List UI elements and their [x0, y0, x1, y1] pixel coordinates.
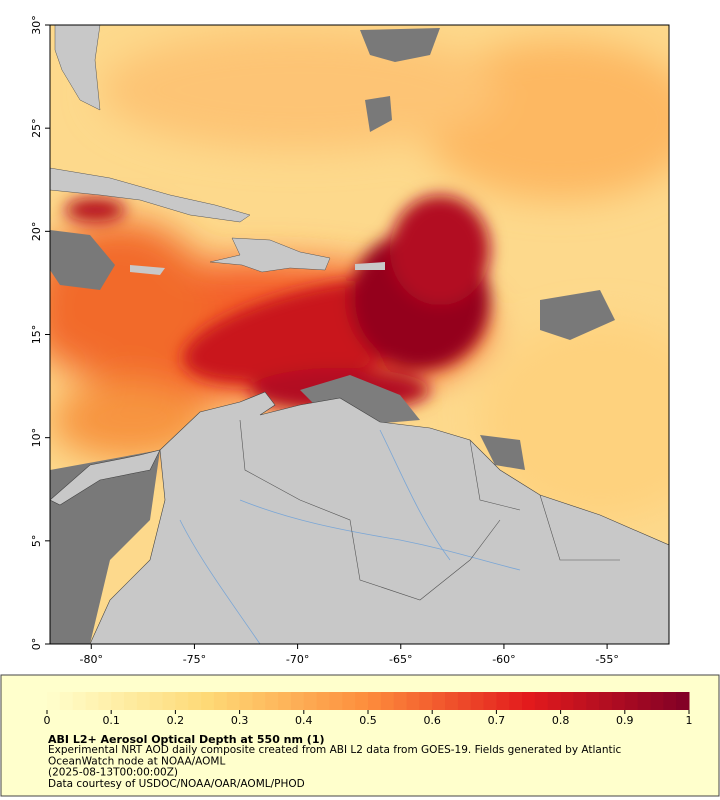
- colorbar-cell: [496, 692, 510, 710]
- x-tick-label: -80°: [80, 653, 103, 666]
- y-tick-label: 30°: [30, 15, 43, 35]
- colorbar-cell: [47, 692, 61, 710]
- y-tick-label: 0°: [30, 638, 43, 651]
- colorbar: 0 0.1 0.2 0.3 0.4 0.5 0.6 0.7 0.8 0.9 1: [44, 692, 693, 727]
- colorbar-cell: [393, 692, 408, 710]
- colorbar-cell: [188, 692, 202, 710]
- colorbar-cell: [124, 692, 138, 710]
- colorbar-cell: [547, 692, 562, 710]
- x-tick-label: -60°: [492, 653, 515, 666]
- caption-line: OceanWatch node at NOAA/AOML: [48, 755, 225, 767]
- colorbar-cell: [252, 692, 266, 710]
- colorbar-cell: [560, 692, 574, 710]
- colorbar-tick-label: 0.6: [423, 714, 441, 727]
- y-tick-label: 20°: [30, 222, 43, 242]
- map-image: [50, 25, 669, 644]
- colorbar-cell: [611, 692, 626, 710]
- colorbar-cell: [162, 692, 176, 710]
- y-tick-label: 25°: [30, 118, 43, 138]
- colorbar-cell: [650, 692, 664, 710]
- colorbar-tick-label: 0.4: [295, 714, 313, 727]
- colorbar-cell: [355, 692, 369, 710]
- colorbar-cell: [599, 692, 613, 710]
- colorbar-cell: [509, 692, 523, 710]
- colorbar-cell: [483, 692, 497, 710]
- colorbar-cell: [329, 692, 343, 710]
- colorbar-tick-label: 1: [686, 714, 693, 727]
- colorbar-cell: [239, 692, 253, 710]
- colorbar-cell: [663, 692, 677, 710]
- y-tick-label: 10°: [30, 428, 43, 448]
- colorbar-cell: [457, 692, 472, 710]
- colorbar-cell: [175, 692, 189, 710]
- x-tick-label: -70°: [286, 653, 309, 666]
- x-tick-label: -55°: [595, 653, 618, 666]
- colorbar-cell: [316, 692, 330, 710]
- colorbar-tick-label: 0.5: [359, 714, 377, 727]
- colorbar-cell: [432, 692, 446, 710]
- caption-line: (2025-08-13T00:00:00Z): [48, 767, 178, 779]
- colorbar-tick-label: 0.2: [167, 714, 185, 727]
- colorbar-cell: [290, 692, 305, 710]
- colorbar-cell: [342, 692, 356, 710]
- colorbar-cell: [303, 692, 318, 710]
- colorbar-cell: [624, 692, 639, 710]
- colorbar-cell: [98, 692, 112, 710]
- colorbar-tick-label: 0.8: [552, 714, 570, 727]
- colorbar-cell: [226, 692, 241, 710]
- colorbar-tick-label: 0.9: [616, 714, 634, 727]
- colorbar-cell: [573, 692, 587, 710]
- x-tick-label: -75°: [183, 653, 206, 666]
- caption-line: Data courtesy of USDOC/NOAA/OAR/AOML/PHO…: [48, 778, 305, 790]
- colorbar-cell: [368, 692, 382, 710]
- colorbar-cell: [136, 692, 151, 710]
- x-tick-label: -65°: [389, 653, 412, 666]
- y-tick-label: 5°: [30, 535, 43, 548]
- colorbar-cell: [85, 692, 99, 710]
- colorbar-cell: [445, 692, 459, 710]
- colorbar-cell: [278, 692, 292, 710]
- colorbar-cell: [534, 692, 549, 710]
- colorbar-tick-label: 0: [44, 714, 51, 727]
- colorbar-cell: [59, 692, 74, 710]
- colorbar-cell: [380, 692, 395, 710]
- colorbar-tick-label: 0.1: [102, 714, 120, 727]
- colorbar-cell: [201, 692, 215, 710]
- caption-line: Experimental NRT AOD daily composite cre…: [48, 744, 622, 756]
- colorbar-cell: [419, 692, 433, 710]
- colorbar-tick-label: 0.3: [231, 714, 249, 727]
- colorbar-cell: [586, 692, 600, 710]
- colorbar-cell: [676, 692, 690, 710]
- colorbar-cell: [470, 692, 485, 710]
- colorbar-cell: [213, 692, 228, 710]
- colorbar-cell: [522, 692, 536, 710]
- y-tick-label: 15°: [30, 325, 43, 345]
- colorbar-cell: [265, 692, 279, 710]
- colorbar-cell: [111, 692, 125, 710]
- colorbar-cell: [72, 692, 87, 710]
- colorbar-cell: [149, 692, 164, 710]
- colorbar-cell: [406, 692, 420, 710]
- caption: Experimental NRT AOD daily composite cre…: [48, 744, 622, 790]
- axes: -80° -75° -70° -65° -60° -55° 0° 5° 10° 15° 20° 25°…: [30, 15, 619, 666]
- colorbar-tick-label: 0.7: [488, 714, 506, 727]
- colorbar-cell: [637, 692, 651, 710]
- caption-title: ABI L2+ Aerosol Optical Depth at 550 nm …: [48, 733, 325, 746]
